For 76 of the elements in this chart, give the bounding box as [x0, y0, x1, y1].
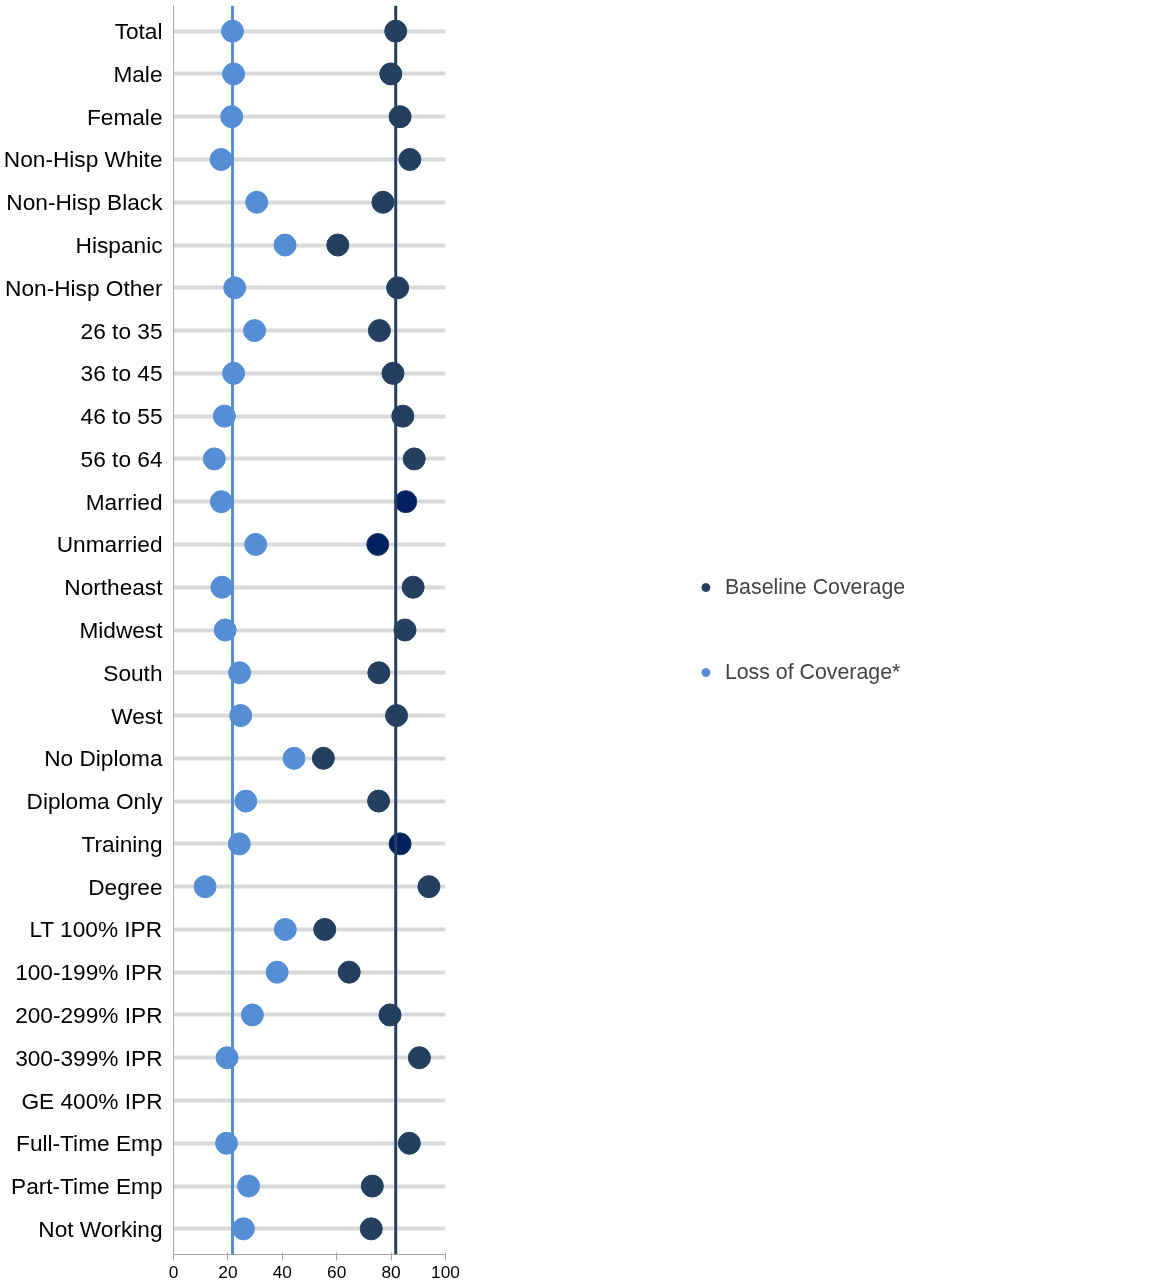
- point: [407, 1046, 431, 1070]
- y-tick-label: Training: [81, 830, 163, 857]
- y-tick-label: GE 400% IPR: [21, 1087, 163, 1114]
- point: [367, 661, 391, 685]
- y-tick-label: Midwest: [79, 617, 164, 643]
- point: [243, 319, 267, 343]
- point: [213, 618, 237, 642]
- y-tick-label: Part-Time Emp: [11, 1173, 163, 1200]
- point: [282, 746, 306, 770]
- point: [209, 148, 233, 171]
- y-tick-label: Full-Time Emp: [16, 1130, 163, 1157]
- y-tick-label: 300-399% IPR: [15, 1044, 163, 1071]
- point: [359, 1217, 383, 1241]
- point: [367, 319, 391, 343]
- point: [202, 447, 226, 471]
- legend-label: Baseline Coverage: [724, 574, 906, 600]
- y-tick-label: Northeast: [64, 574, 164, 601]
- point: [210, 575, 234, 599]
- point: [401, 575, 425, 599]
- x-tick-label: 20: [218, 1261, 238, 1282]
- y-tick-label: Male: [113, 60, 163, 87]
- point: [360, 1174, 384, 1198]
- point: [394, 490, 418, 514]
- point: [193, 875, 217, 899]
- y-tick-label: West: [111, 702, 164, 729]
- y-tick-label: LT 100% IPR: [29, 916, 163, 943]
- y-tick-label: 46 to 55: [80, 403, 163, 430]
- point: [240, 1003, 264, 1027]
- point: [237, 1174, 261, 1198]
- point: [265, 960, 289, 984]
- point: [366, 532, 390, 556]
- y-tick-label: Not Working: [38, 1215, 163, 1242]
- y-tick-label: Non-Hisp Other: [5, 274, 163, 301]
- y-tick-label: Married: [85, 488, 163, 515]
- y-tick-label: 100-199% IPR: [15, 959, 163, 986]
- point: [229, 704, 253, 728]
- y-tick-label: South: [103, 659, 163, 686]
- point: [397, 1131, 421, 1155]
- y-tick-label: Unmarried: [56, 531, 163, 558]
- y-tick-label: 36 to 45: [80, 360, 163, 387]
- point: [311, 746, 335, 770]
- point: [234, 789, 258, 813]
- point: [402, 447, 426, 471]
- point: [371, 190, 395, 214]
- point: [273, 917, 297, 941]
- y-tick-label: No Diploma: [44, 745, 163, 772]
- point: [367, 789, 391, 813]
- x-tick-label: 60: [327, 1261, 347, 1282]
- y-tick-label: 26 to 35: [80, 317, 163, 344]
- point: [313, 917, 337, 941]
- point: [231, 1217, 255, 1241]
- point: [337, 960, 361, 984]
- point: [244, 532, 268, 556]
- x-tick-label: 80: [381, 1261, 401, 1282]
- point: [417, 875, 441, 899]
- y-tick-label: Diploma Only: [26, 788, 164, 815]
- y-tick-label: Non-Hisp Black: [6, 189, 164, 216]
- x-tick-label: 0: [168, 1261, 179, 1282]
- x-tick-label: 100: [431, 1261, 460, 1282]
- point: [393, 618, 417, 642]
- y-tick-label: 200-299% IPR: [15, 1001, 163, 1028]
- y-tick-label: 56 to 64: [80, 445, 163, 472]
- point: [209, 490, 233, 514]
- point: [212, 404, 236, 428]
- legend-label: Loss of Coverage*: [724, 659, 901, 685]
- point: [245, 190, 269, 214]
- point: [391, 404, 415, 428]
- point: [326, 233, 350, 257]
- point: [398, 148, 422, 171]
- y-tick-label: Female: [86, 103, 163, 130]
- point: [273, 233, 297, 257]
- y-tick-label: Hispanic: [75, 232, 163, 259]
- y-tick-label: Degree: [88, 873, 163, 900]
- y-tick-label: Total: [114, 18, 163, 45]
- y-tick-label: Non-Hisp White: [3, 146, 163, 173]
- x-tick-label: 40: [272, 1261, 292, 1282]
